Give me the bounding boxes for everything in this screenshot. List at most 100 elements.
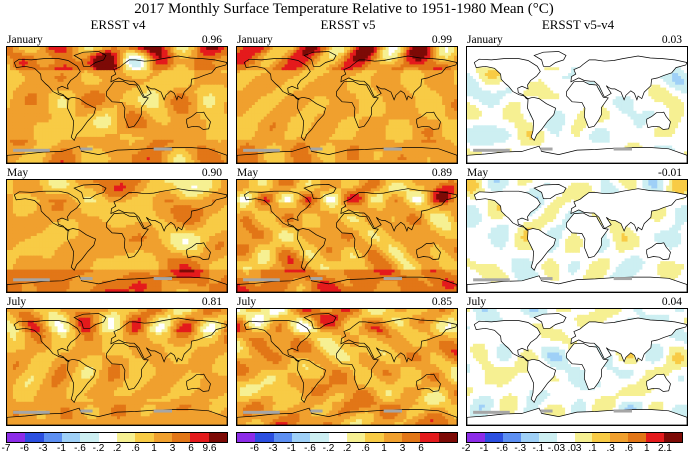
- coastline: [297, 228, 327, 271]
- colorbar-swatch: [401, 433, 421, 442]
- row-label-january-diff: January: [467, 34, 503, 46]
- missing-data-patch: [80, 409, 93, 413]
- map-january-v5: [236, 46, 458, 164]
- coastline: [527, 358, 557, 404]
- missing-data-patch: [383, 277, 402, 281]
- row-label-january-v5: January: [237, 34, 273, 46]
- row-label-july-diff: July: [467, 296, 486, 308]
- colorbar-swatch: [273, 433, 292, 442]
- coastline: [340, 55, 457, 101]
- colorbar-swatch: [592, 433, 611, 442]
- coastline: [473, 190, 541, 232]
- missing-data-patch: [540, 147, 553, 151]
- colorbar-swatch: [310, 433, 329, 442]
- coastline: [7, 275, 227, 292]
- coastline: [106, 80, 149, 129]
- missing-data-patch: [310, 409, 323, 413]
- missing-data-patch: [80, 147, 93, 151]
- missing-data-patch: [613, 277, 632, 281]
- coastline: [340, 188, 457, 233]
- map-july-v5: [236, 308, 458, 426]
- coastline: [106, 342, 149, 391]
- map-field-svg: [237, 47, 457, 163]
- column-header-v4: ERSST v4: [4, 17, 232, 33]
- coastline: [570, 317, 687, 363]
- coastline: [416, 373, 441, 392]
- colorbar-swatch: [365, 433, 384, 442]
- coastline: [303, 184, 337, 200]
- colorbar-swatch: [7, 433, 26, 442]
- colorbar-swatch: [98, 433, 117, 442]
- coastline: [297, 96, 327, 142]
- colorbar-swatch: [438, 433, 457, 442]
- colorbar-tick-label: -.6: [496, 444, 508, 454]
- missing-data-patch: [473, 278, 510, 282]
- coastline: [646, 373, 671, 392]
- coastline: [297, 358, 327, 404]
- colorbar-tick-label: 2.1: [658, 444, 672, 454]
- colorbar-tick-label: -6: [250, 444, 259, 454]
- global-mean-may-v5: 0.89: [392, 167, 452, 179]
- map-field-svg: [467, 47, 687, 163]
- row-label-july-v4: July: [7, 296, 26, 308]
- map-july-diff: [466, 308, 688, 426]
- coastline: [13, 190, 81, 232]
- global-mean-january-diff: 0.03: [622, 34, 682, 46]
- coastline: [303, 51, 337, 67]
- colorbar-tick-label: -.2: [93, 444, 105, 454]
- colorbar-swatch: [237, 433, 256, 442]
- colorbar-swatch: [467, 433, 485, 442]
- missing-data-patch: [153, 147, 172, 151]
- missing-data-patch: [13, 278, 50, 282]
- map-field-svg: [7, 47, 227, 163]
- map-january-diff: [466, 46, 688, 164]
- missing-data-patch: [13, 410, 50, 414]
- colorbar-swatch: [135, 433, 154, 442]
- colorbar-tick-label: -1: [287, 444, 296, 454]
- colorbar-swatch: [153, 433, 172, 442]
- map-field-svg: [467, 180, 687, 292]
- global-mean-july-v4: 0.81: [162, 296, 222, 308]
- map-may-v4: [6, 179, 228, 293]
- coastline: [67, 96, 97, 142]
- colorbar-swatch: [383, 433, 402, 442]
- colorbar-tick-label: 6: [418, 444, 424, 454]
- missing-data-patch: [383, 409, 402, 413]
- colorbar-swatch: [484, 433, 503, 442]
- coastline: [566, 212, 609, 259]
- colorbar-swatch: [520, 433, 539, 442]
- colorbar-diff: [466, 432, 683, 443]
- colorbar-tick-label: .6: [361, 444, 369, 454]
- row-label-july-v5: July: [237, 296, 256, 308]
- colorbar-tick-label: 1: [151, 444, 157, 454]
- colorbar-swatch: [116, 433, 136, 442]
- colorbar-v5: [236, 432, 458, 443]
- map-may-diff: [466, 179, 688, 293]
- coastline: [186, 111, 211, 130]
- coastline: [570, 188, 687, 233]
- colorbar-swatch: [80, 433, 99, 442]
- coastline: [110, 317, 227, 363]
- row-label-may-v4: May: [7, 167, 28, 179]
- colorbar-swatch: [628, 433, 647, 442]
- coastline: [73, 313, 107, 329]
- coastline: [336, 80, 379, 129]
- colorbar-tick-label: -2: [462, 444, 471, 454]
- colorbar-swatch: [502, 433, 521, 442]
- global-mean-january-v4: 0.96: [162, 34, 222, 46]
- coastline: [7, 407, 227, 425]
- colorbar-swatch: [646, 433, 665, 442]
- colorbar-tick-label: .6: [625, 444, 633, 454]
- figure-title: 2017 Monthly Surface Temperature Relativ…: [0, 1, 688, 17]
- coastline: [110, 188, 227, 233]
- coastline: [527, 228, 557, 271]
- row-label-january-v4: January: [7, 34, 43, 46]
- coastline: [340, 317, 457, 363]
- missing-data-patch: [613, 409, 632, 413]
- colorbar-tick-label: -3: [39, 444, 48, 454]
- coastline: [646, 242, 671, 260]
- coastline: [67, 228, 97, 271]
- map-field-svg: [237, 309, 457, 425]
- coastline: [73, 51, 107, 67]
- global-mean-july-diff: 0.04: [622, 296, 682, 308]
